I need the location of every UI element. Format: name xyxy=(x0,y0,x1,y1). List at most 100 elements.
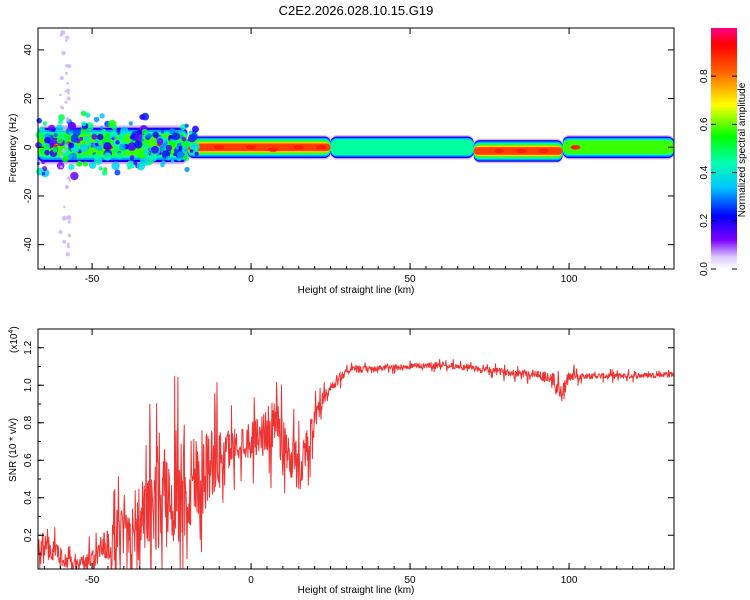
spectral-outlier xyxy=(64,90,67,93)
spectral-blob xyxy=(181,147,188,153)
spectral-outlier xyxy=(65,252,70,257)
band-hotspot xyxy=(246,145,257,150)
x-tick-label: -50 xyxy=(85,274,100,285)
snr-x-ticks: -50 0 50 100 xyxy=(43,329,665,586)
spectral-outlier xyxy=(59,165,63,169)
spectral-outlier xyxy=(67,245,70,249)
spectral-blob xyxy=(134,132,143,141)
spectral-blob xyxy=(81,121,87,127)
colorbar-tick-label: 0.6 xyxy=(699,117,710,131)
spectral-blob xyxy=(141,141,147,147)
spectral-outlier xyxy=(67,233,72,238)
y-tick-label: 1.0 xyxy=(23,378,34,392)
spectral-blob xyxy=(36,117,42,124)
spectral-blob xyxy=(44,149,50,156)
spectral-blob xyxy=(76,160,83,167)
spectral-blob xyxy=(79,136,84,141)
spectral-blob xyxy=(41,160,45,165)
spectral-blob xyxy=(190,133,198,141)
band-layer xyxy=(330,139,474,156)
spectral-outlier xyxy=(64,144,69,148)
band-hotspot xyxy=(494,148,505,154)
y-tick-label: 0.6 xyxy=(23,453,34,467)
spectral-blob xyxy=(86,141,92,147)
colorbar-tick-label: 0.8 xyxy=(699,69,710,83)
spectral-outlier xyxy=(63,205,66,209)
spectral-blob xyxy=(115,140,120,145)
band-layer xyxy=(187,143,331,152)
spectral-blob xyxy=(143,149,150,156)
spectrogram-scatter-blobs xyxy=(35,30,200,257)
y-tick-label: 20 xyxy=(23,93,34,105)
spectral-blob xyxy=(79,152,86,159)
spectral-blob xyxy=(64,134,72,142)
snr-x-label: Height of straight line (km) xyxy=(298,585,415,596)
colorbar-ticks: 0.0 0.2 0.4 0.6 0.8 xyxy=(699,69,737,276)
spectral-blob xyxy=(82,161,89,167)
spectral-blob xyxy=(111,161,120,171)
snr-y-multiplier-exp: 4 xyxy=(8,330,15,334)
spectral-blob xyxy=(181,136,187,142)
snr-series-line xyxy=(38,359,674,569)
spectral-outlier xyxy=(62,239,67,244)
spectral-blob xyxy=(188,130,193,134)
x-tick-label: 100 xyxy=(561,575,578,586)
spectral-blob xyxy=(103,167,108,172)
spectral-outlier xyxy=(64,39,68,42)
colorbar-tick-label: 0.0 xyxy=(699,262,710,276)
spectral-blob xyxy=(35,131,42,139)
spectral-blob xyxy=(117,128,121,133)
snr-y-multiplier: (x104) xyxy=(8,326,20,353)
band-hotspot xyxy=(214,145,225,150)
spectral-blob xyxy=(176,151,184,159)
spectral-outlier xyxy=(68,179,71,183)
spectral-blob xyxy=(96,133,104,141)
band-segment xyxy=(330,135,474,160)
spectral-blob xyxy=(103,152,112,161)
spectral-blob xyxy=(161,160,166,165)
spectral-blob xyxy=(51,128,56,133)
spectral-blob xyxy=(39,148,45,154)
spectral-blob xyxy=(56,137,63,144)
figure-title: C2E2.2026.028.10.15.G19 xyxy=(279,3,434,18)
colorbar-gradient xyxy=(711,28,737,269)
snr-y-ticks: 0.2 0.4 0.6 0.8 1.0 1.2 xyxy=(23,328,674,555)
spectral-outlier xyxy=(61,215,67,221)
spectral-blob xyxy=(93,116,100,123)
y-tick-label: 0 xyxy=(23,144,34,150)
spectral-blob xyxy=(170,159,175,163)
snr-y-multiplier-close: ) xyxy=(9,326,20,329)
colorbar: 0.0 0.2 0.4 0.6 0.8 Normalized spectral ampl… xyxy=(699,28,748,276)
x-tick-label: -50 xyxy=(85,575,100,586)
colorbar-label: Normalized spectral amplitude xyxy=(737,82,748,217)
spectral-blob xyxy=(88,161,97,169)
spectral-outlier xyxy=(65,35,70,40)
spectral-blob xyxy=(139,114,145,120)
spectral-outlier xyxy=(66,242,70,246)
spectral-blob xyxy=(94,142,98,146)
spectral-blob xyxy=(149,153,157,162)
spectral-blob xyxy=(58,119,63,125)
spectral-outlier xyxy=(65,117,70,122)
spectral-blob xyxy=(53,132,59,138)
spectrogram-panel: -50 0 50 100 -40 -20 0 20 40 Height of straight… xyxy=(8,27,675,296)
spectrogram-y-label: Frequency (Hz) xyxy=(8,114,19,183)
spectral-blob xyxy=(168,134,173,139)
spectral-outlier xyxy=(59,76,64,81)
spectral-outlier xyxy=(58,93,62,97)
spectral-blob xyxy=(194,151,199,156)
spectral-outlier xyxy=(64,64,69,68)
spectral-blob xyxy=(68,122,77,130)
x-tick-label: 100 xyxy=(561,274,578,285)
x-tick-label: 0 xyxy=(248,274,254,285)
band-hotspot xyxy=(268,147,279,152)
spectral-blob xyxy=(115,152,123,160)
spectral-blob xyxy=(184,166,190,173)
band-hotspot xyxy=(570,145,581,150)
spectral-blob xyxy=(38,143,43,148)
y-tick-label: 0.4 xyxy=(23,490,34,504)
spectral-blob xyxy=(68,163,75,171)
spectral-blob xyxy=(42,121,48,126)
spectral-blob xyxy=(99,113,105,119)
spectrogram-x-label: Height of straight line (km) xyxy=(298,285,415,296)
